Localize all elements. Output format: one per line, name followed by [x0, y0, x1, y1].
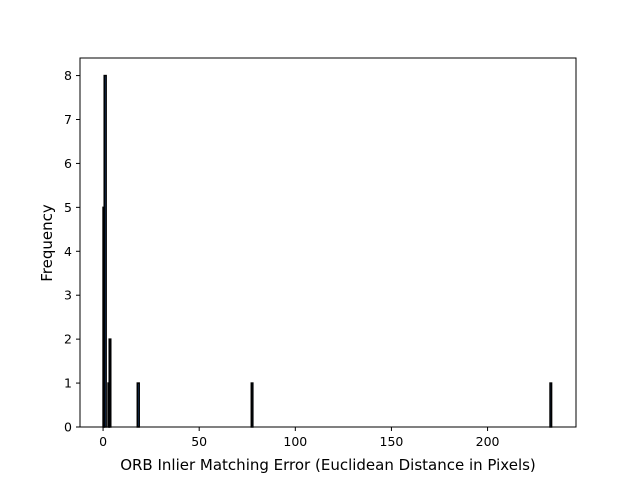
x-tick-label: 200: [476, 434, 500, 449]
histogram-bar-3: [108, 338, 112, 428]
y-axis-label: Frequency: [38, 204, 56, 282]
x-tick-label: 100: [283, 434, 307, 449]
histogram-bar-5: [250, 382, 254, 428]
y-tick-label: 2: [64, 332, 72, 347]
y-tick-label: 7: [64, 112, 72, 127]
y-tick-label: 3: [64, 288, 72, 303]
y-tick-label: 5: [64, 200, 72, 215]
x-tick-label: 0: [99, 434, 107, 449]
y-tick-label: 6: [64, 156, 72, 171]
x-tick-label: 50: [191, 434, 207, 449]
y-tick-label: 8: [64, 68, 72, 83]
x-axis-ticks: 0 50 100 150 200: [99, 427, 500, 449]
histogram-bar-4: [136, 382, 140, 428]
x-tick-label: 150: [380, 434, 404, 449]
histogram-bar-1: [103, 74, 107, 428]
plot-frame: [79, 57, 577, 428]
y-tick-label: 4: [64, 244, 72, 259]
y-tick-label: 1: [64, 376, 72, 391]
y-axis-ticks: 0 1 2 3 4 5 6 7 8: [64, 68, 80, 435]
x-axis-label: ORB Inlier Matching Error (Euclidean Dis…: [120, 456, 536, 474]
histogram-bar-6: [549, 382, 553, 428]
y-tick-label: 0: [64, 420, 72, 435]
